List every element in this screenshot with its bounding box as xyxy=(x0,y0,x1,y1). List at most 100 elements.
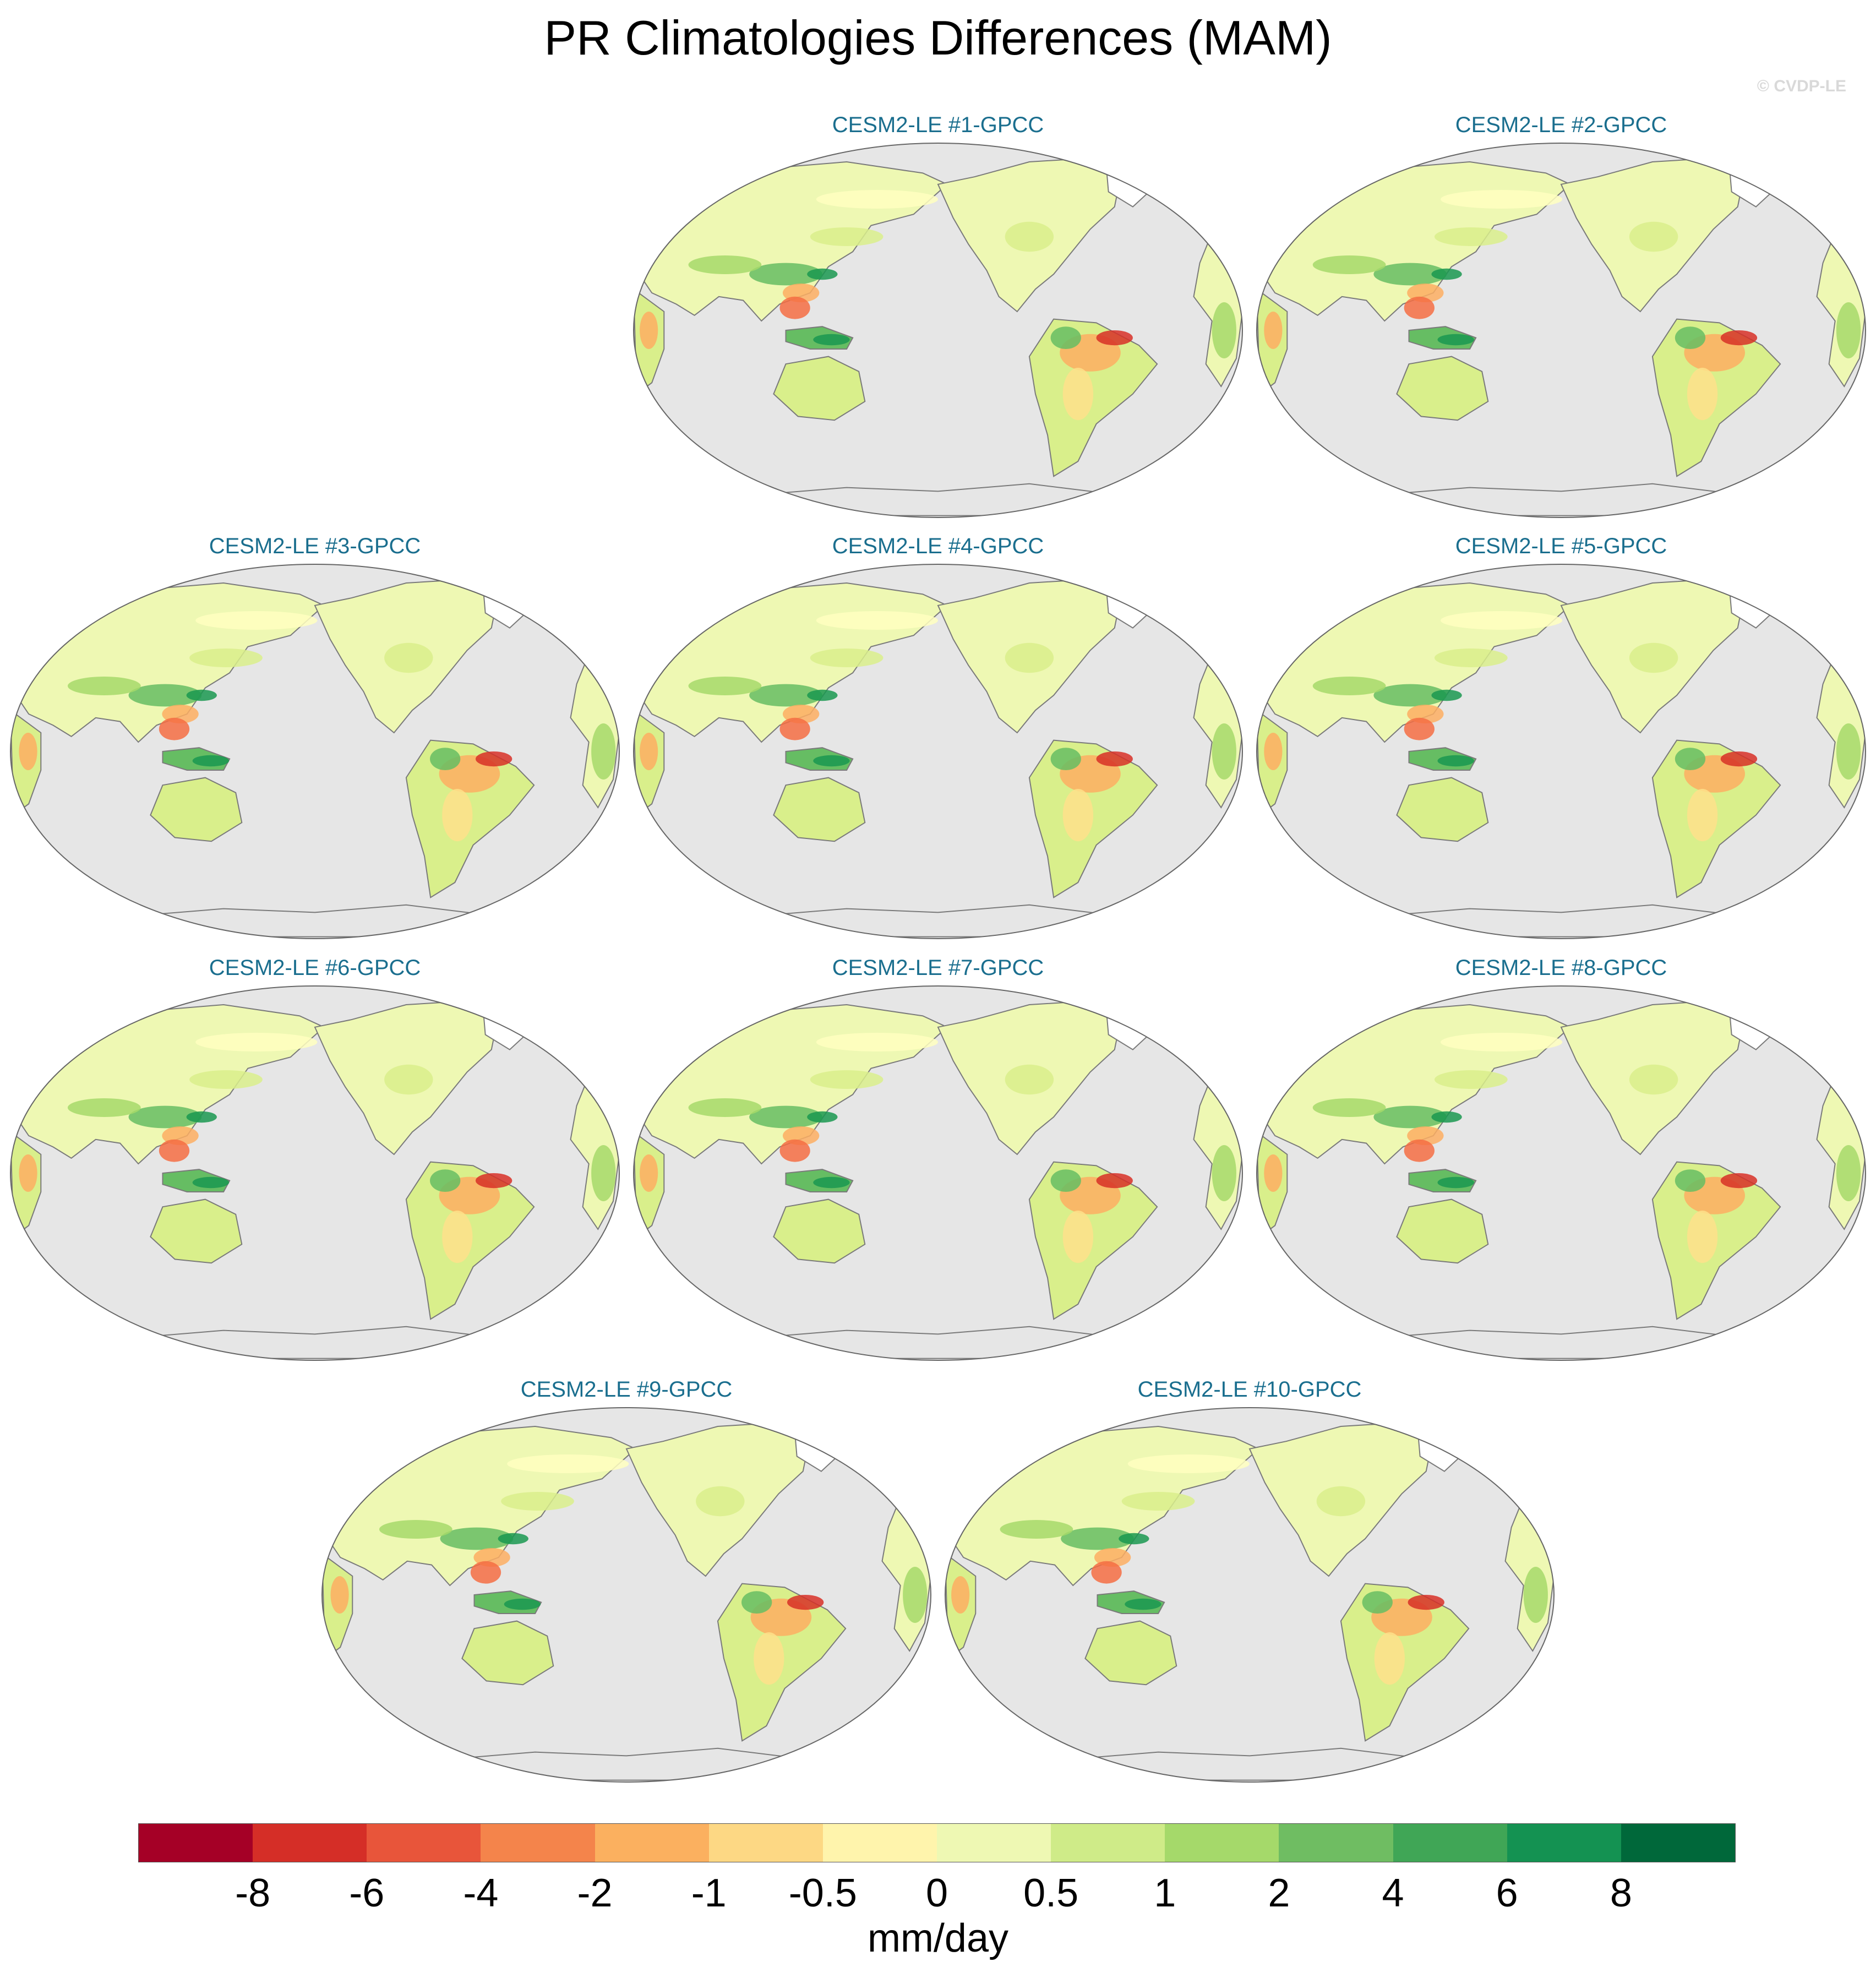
precip-anomaly-patch xyxy=(640,1154,658,1192)
map-panel: CESM2-LE #5-GPCC xyxy=(1255,534,1867,952)
precip-anomaly-patch xyxy=(1096,751,1133,767)
map-border xyxy=(633,564,1243,939)
world-map xyxy=(633,143,1243,518)
precip-anomaly-patch xyxy=(696,1486,745,1517)
precip-anomaly-patch xyxy=(1062,789,1094,842)
precip-anomaly-patch xyxy=(1404,1139,1435,1162)
precip-anomaly-patch xyxy=(1720,1173,1758,1189)
colorbar-tick-label: -4 xyxy=(463,1871,499,1915)
world-map xyxy=(1256,564,1866,939)
colorbar-swatch xyxy=(1621,1824,1735,1862)
precip-anomaly-patch xyxy=(903,1567,928,1623)
map-panel: CESM2-LE #4-GPCC xyxy=(632,534,1244,952)
precip-anomaly-patch xyxy=(779,1139,810,1162)
map-border xyxy=(1256,985,1866,1361)
precip-anomaly-patch xyxy=(128,684,202,707)
precip-anomaly-patch xyxy=(1675,1169,1706,1192)
precip-anomaly-patch xyxy=(1404,717,1435,740)
precip-anomaly-patch xyxy=(1408,1595,1444,1610)
precip-anomaly-patch xyxy=(19,1154,37,1192)
landmass-australia xyxy=(773,356,866,421)
precip-anomaly-patch xyxy=(1441,190,1563,209)
colorbar-swatch xyxy=(822,1824,937,1862)
map-border xyxy=(633,143,1243,518)
precip-anomaly-patch xyxy=(1362,1591,1393,1614)
precip-anomaly-patch xyxy=(1687,789,1718,842)
precip-anomaly-patch xyxy=(749,684,822,707)
precip-anomaly-patch xyxy=(810,649,884,667)
colorbar-swatch xyxy=(1051,1824,1165,1862)
colorbar-tick-label: 0.5 xyxy=(1023,1871,1079,1915)
panel-title: CESM2-LE #1-GPCC xyxy=(832,113,1044,137)
map-panel: CESM2-LE #7-GPCC xyxy=(632,956,1244,1374)
colorbar-units: mm/day xyxy=(867,1916,1009,1960)
precip-anomaly-patch xyxy=(1523,1567,1548,1623)
colorbar-swatch xyxy=(367,1824,481,1862)
precip-anomaly-patch xyxy=(195,611,318,630)
precip-anomaly-patch xyxy=(813,1176,850,1189)
precip-anomaly-patch xyxy=(195,1033,318,1051)
precip-anomaly-patch xyxy=(741,1591,772,1614)
precip-anomaly-patch xyxy=(1687,1211,1718,1263)
panel-title: CESM2-LE #5-GPCC xyxy=(1455,534,1667,558)
precip-anomaly-patch xyxy=(779,296,810,319)
panel-title: CESM2-LE #9-GPCC xyxy=(520,1377,733,1402)
precip-anomaly-patch xyxy=(501,1492,574,1511)
world-map xyxy=(1256,143,1866,518)
precip-anomaly-patch xyxy=(591,1145,616,1201)
colorbar-swatch xyxy=(1393,1824,1507,1862)
precip-anomaly-patch xyxy=(1005,1064,1054,1095)
precip-anomaly-patch xyxy=(1005,642,1054,673)
precip-anomaly-patch xyxy=(1437,755,1474,767)
colorbar-tick-label: 0 xyxy=(925,1871,948,1915)
panel-title: CESM2-LE #10-GPCC xyxy=(1137,1377,1362,1402)
panel-title: CESM2-LE #4-GPCC xyxy=(832,534,1044,558)
panel-title: CESM2-LE #6-GPCC xyxy=(209,956,421,980)
precip-anomaly-patch xyxy=(1836,723,1861,780)
landmass-australia xyxy=(773,777,866,842)
colorbar-tick-label: 1 xyxy=(1154,1871,1176,1915)
precip-anomaly-patch xyxy=(504,1598,541,1610)
map-panel: CESM2-LE #6-GPCC xyxy=(9,956,621,1374)
precip-anomaly-patch xyxy=(1125,1598,1161,1610)
precip-anomaly-patch xyxy=(810,1070,884,1089)
precip-anomaly-patch xyxy=(1434,227,1508,246)
precip-anomaly-patch xyxy=(1373,1105,1447,1129)
precip-anomaly-patch xyxy=(807,1111,838,1123)
precip-anomaly-patch xyxy=(1434,649,1508,667)
precip-anomaly-patch xyxy=(1404,296,1435,319)
map-border xyxy=(633,985,1243,1361)
map-panel: CESM2-LE #3-GPCC xyxy=(9,534,621,952)
precip-anomaly-patch xyxy=(1096,330,1133,346)
precip-anomaly-patch xyxy=(498,1533,528,1545)
precip-anomaly-patch xyxy=(1121,1492,1195,1511)
world-map xyxy=(633,985,1243,1361)
precip-anomaly-patch xyxy=(1312,1098,1386,1117)
precip-anomaly-patch xyxy=(430,1169,461,1192)
precip-anomaly-patch xyxy=(1441,1033,1563,1051)
colorbar-swatch xyxy=(1507,1824,1621,1862)
precip-anomaly-patch xyxy=(1431,268,1462,280)
colorbar-swatch xyxy=(595,1824,709,1862)
colorbar-tick-label: 6 xyxy=(1496,1871,1518,1915)
colorbar-tick-label: -6 xyxy=(349,1871,385,1915)
colorbar-tick-label: -0.5 xyxy=(788,1871,857,1915)
precip-anomaly-patch xyxy=(128,1105,202,1129)
colorbar-swatch xyxy=(936,1824,1051,1862)
world-map xyxy=(10,985,620,1361)
precip-anomaly-patch xyxy=(470,1561,501,1584)
world-map xyxy=(1256,985,1866,1361)
precip-anomaly-patch xyxy=(640,312,658,349)
colorbar-tick-label: 4 xyxy=(1382,1871,1404,1915)
precip-anomaly-patch xyxy=(384,642,433,673)
precip-anomaly-patch xyxy=(1212,302,1236,358)
colorbar-swatch xyxy=(1279,1824,1393,1862)
precip-anomaly-patch xyxy=(1675,748,1706,770)
precip-anomaly-patch xyxy=(1062,1211,1094,1263)
precip-anomaly-patch xyxy=(1005,221,1054,252)
panel-title: CESM2-LE #2-GPCC xyxy=(1455,113,1667,137)
precip-anomaly-patch xyxy=(192,755,230,767)
precip-anomaly-patch xyxy=(1264,733,1283,770)
precip-anomaly-patch xyxy=(640,733,658,770)
precip-anomaly-patch xyxy=(807,268,838,280)
